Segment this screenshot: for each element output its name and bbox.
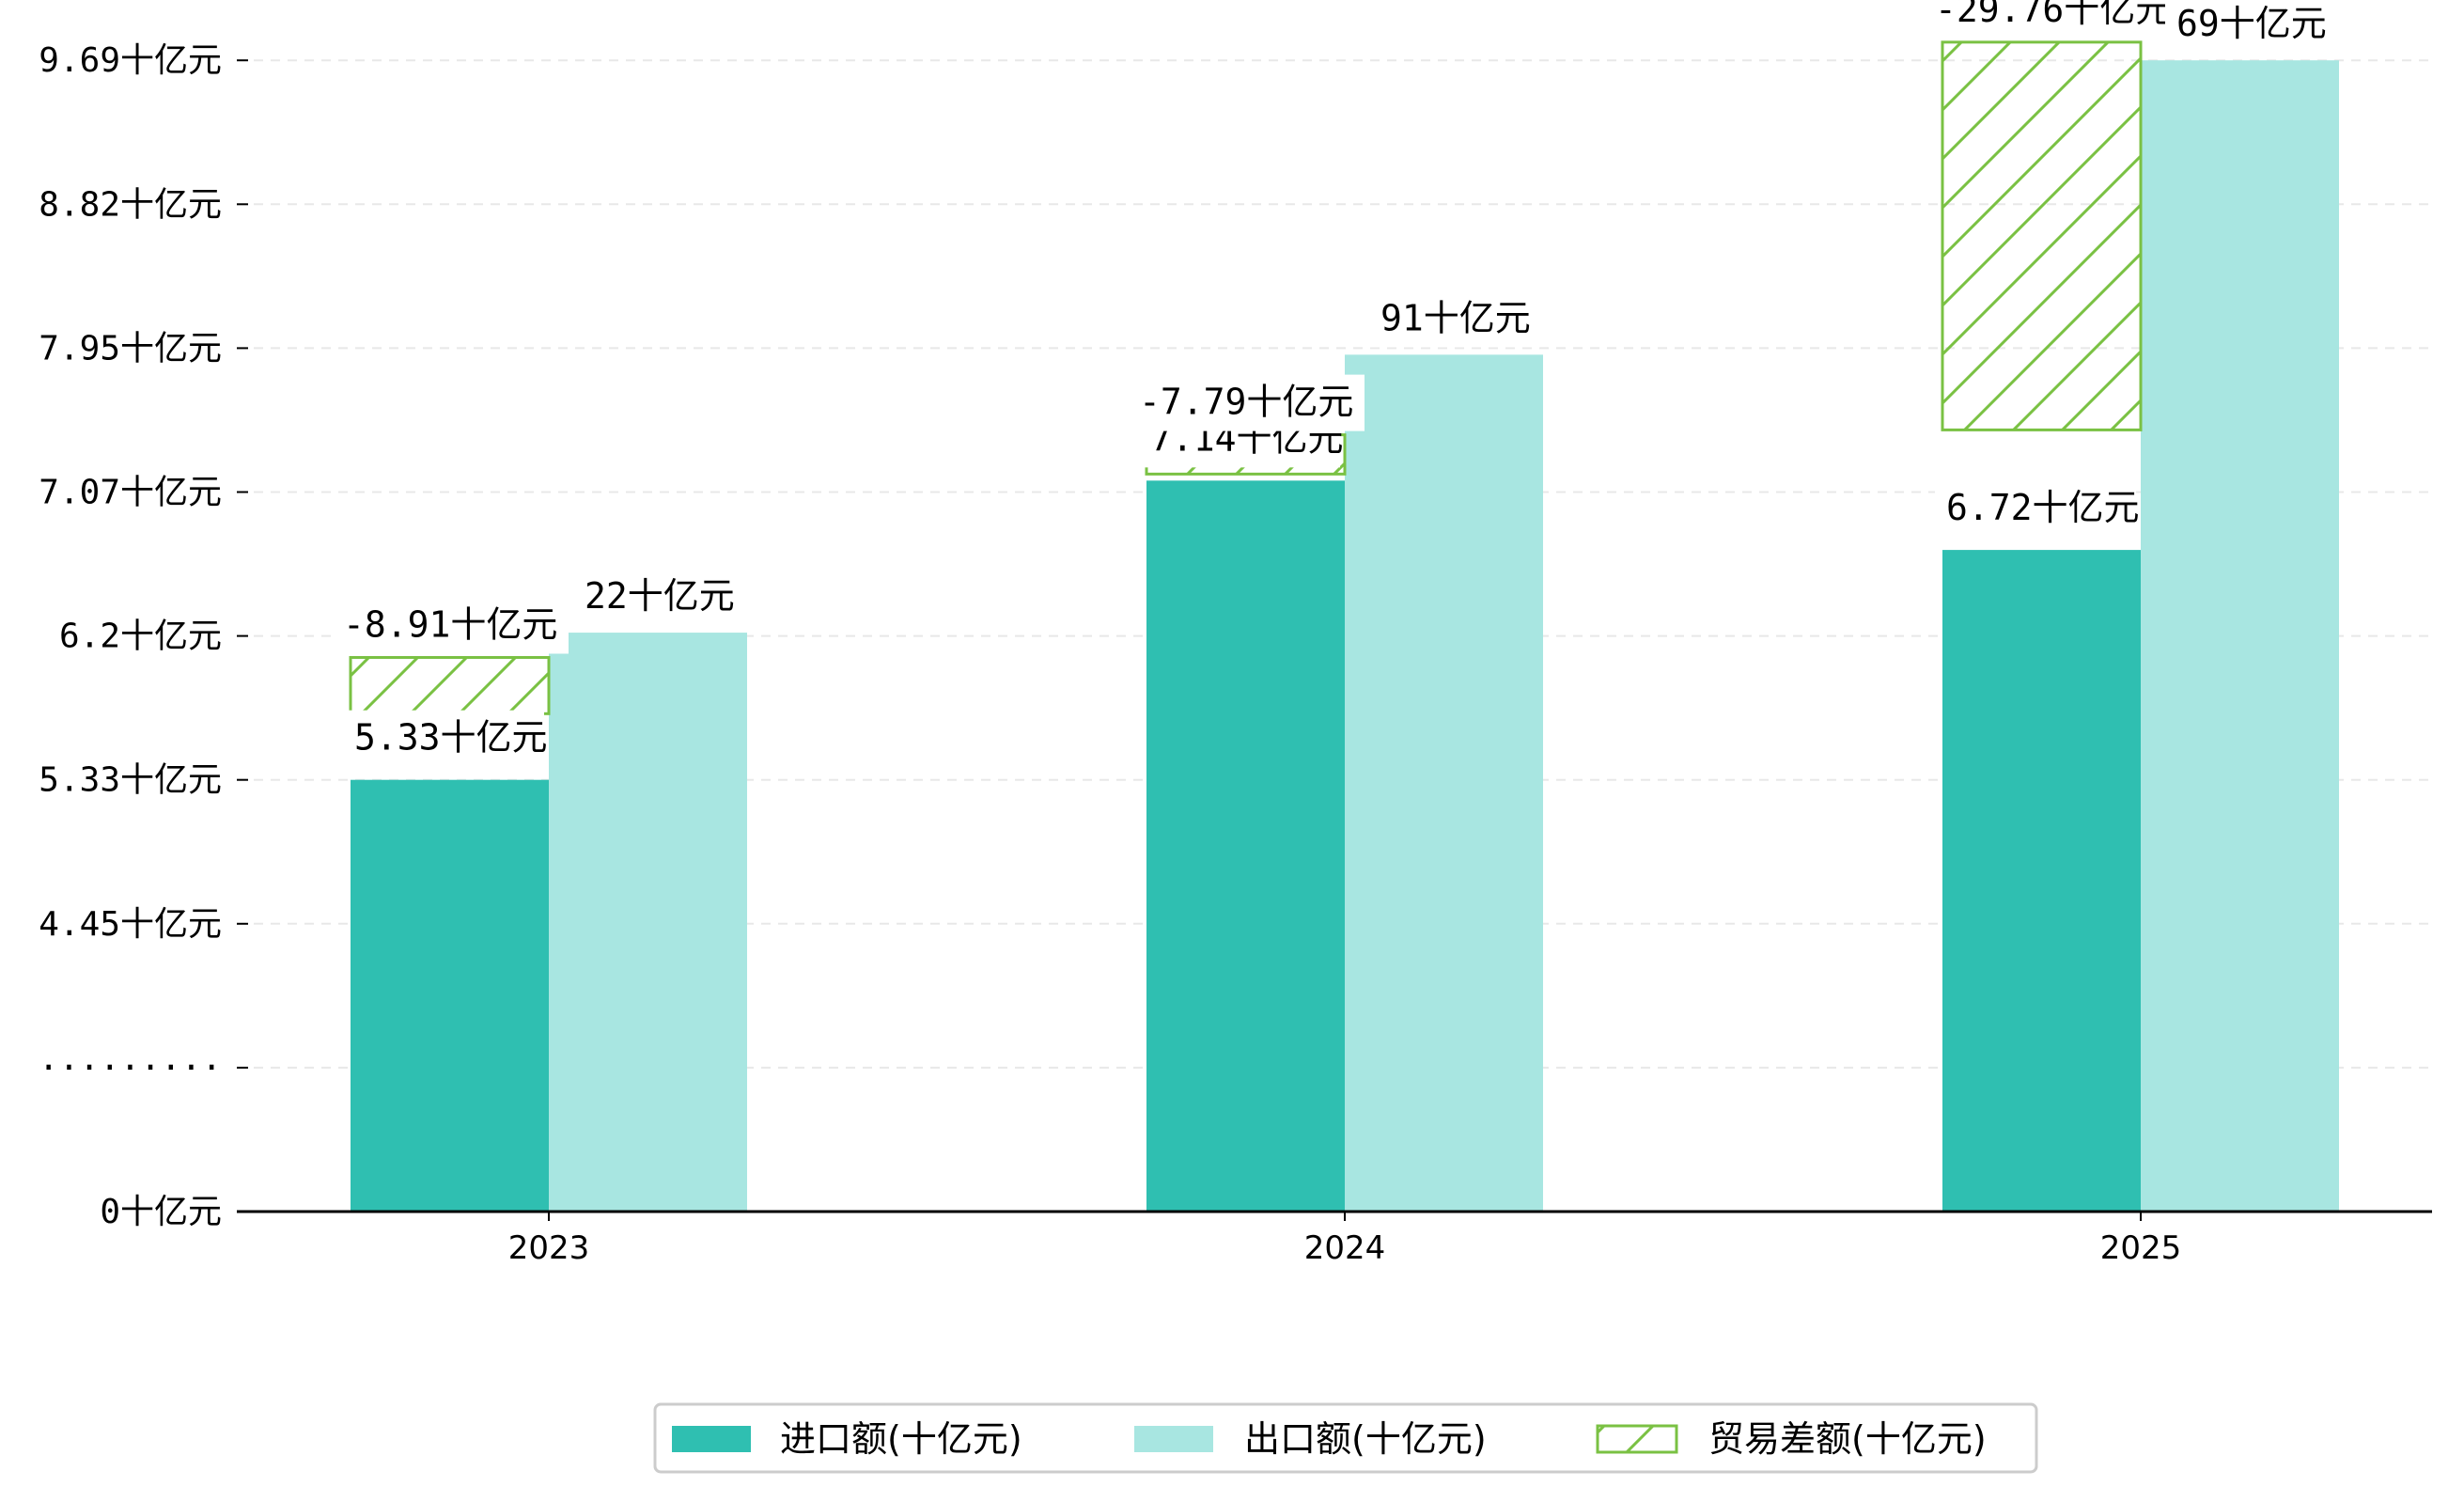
import-value-label: 6.72十亿元 (1935, 480, 2140, 538)
legend-swatch (672, 1426, 751, 1452)
svg-text:22十亿元: 22十亿元 (585, 575, 735, 617)
legend-swatch (1134, 1426, 1213, 1452)
svg-text:6.72十亿元: 6.72十亿元 (1946, 487, 2140, 528)
trade-balance-bar (1941, 40, 2143, 431)
trade-balance-bar (349, 655, 551, 715)
export-bar (549, 633, 747, 1212)
x-tick-label: 2025 (2100, 1229, 2182, 1267)
export-value-label: 22十亿元 (573, 569, 744, 626)
legend-swatch (1596, 1424, 1678, 1454)
svg-text:-29.76十亿元: -29.76十亿元 (1935, 0, 2171, 30)
legend-label: 出口额(十亿元) (1244, 1418, 1487, 1460)
data-labels: 5.33十亿元-8.91十亿元22十亿元7.14十亿元-7.79十亿元91十亿元… (332, 0, 2336, 767)
balance-value-label: -7.79十亿元 (1128, 374, 1365, 431)
y-tick-label: ········· (39, 1049, 222, 1087)
export-value-label: 91十亿元 (1369, 290, 1540, 348)
balance-value-label: -8.91十亿元 (332, 597, 569, 654)
svg-text:-8.91十亿元: -8.91十亿元 (343, 603, 557, 645)
legend-box (653, 1402, 2038, 1474)
svg-text:-7.79十亿元: -7.79十亿元 (1139, 382, 1353, 423)
legend: 进口额(十亿元) 出口额(十亿元) 贸易差额(十亿元) (653, 1402, 2038, 1474)
export-value-label: 69十亿元 (2165, 0, 2336, 54)
import-bar (1146, 480, 1345, 1212)
bars (349, 40, 2339, 1213)
export-bar (1345, 354, 1543, 1212)
svg-text:5.33十亿元: 5.33十亿元 (354, 717, 548, 759)
svg-text:91十亿元: 91十亿元 (1380, 297, 1531, 338)
legend-label: 进口额(十亿元) (780, 1418, 1022, 1460)
export-bar (2141, 60, 2339, 1213)
balance-value-label: -29.76十亿元 (1924, 0, 2171, 39)
y-tick-label: 7.95十亿元 (39, 329, 222, 368)
y-tick-label: 4.45十亿元 (39, 905, 222, 944)
svg-text:69十亿元: 69十亿元 (2176, 3, 2327, 44)
y-tick-label: 7.07十亿元 (39, 474, 222, 512)
import-bar (351, 779, 549, 1212)
x-tick-label: 2024 (1304, 1229, 1386, 1267)
y-tick-label: 8.82十亿元 (39, 185, 222, 224)
y-tick-label: 0十亿元 (100, 1193, 222, 1231)
legend-label: 贸易差额(十亿元) (1708, 1418, 1987, 1460)
x-tick-label: 2023 (508, 1229, 590, 1267)
y-tick-label: 5.33十亿元 (39, 761, 222, 800)
y-tick-label: 6.2十亿元 (59, 618, 222, 656)
import-bar (1942, 550, 2141, 1212)
legend-item: 出口额(十亿元) (1134, 1418, 1487, 1460)
y-tick-label: 9.69十亿元 (39, 41, 222, 80)
axes: 0十亿元 ········· 4.45十亿元 5.33十亿元 6.2十亿元 7.07十亿元… (39, 41, 2432, 1267)
legend-item: 进口额(十亿元) (672, 1418, 1022, 1460)
legend-item: 贸易差额(十亿元) (1596, 1418, 1987, 1460)
import-value-label: 5.33十亿元 (343, 710, 548, 767)
